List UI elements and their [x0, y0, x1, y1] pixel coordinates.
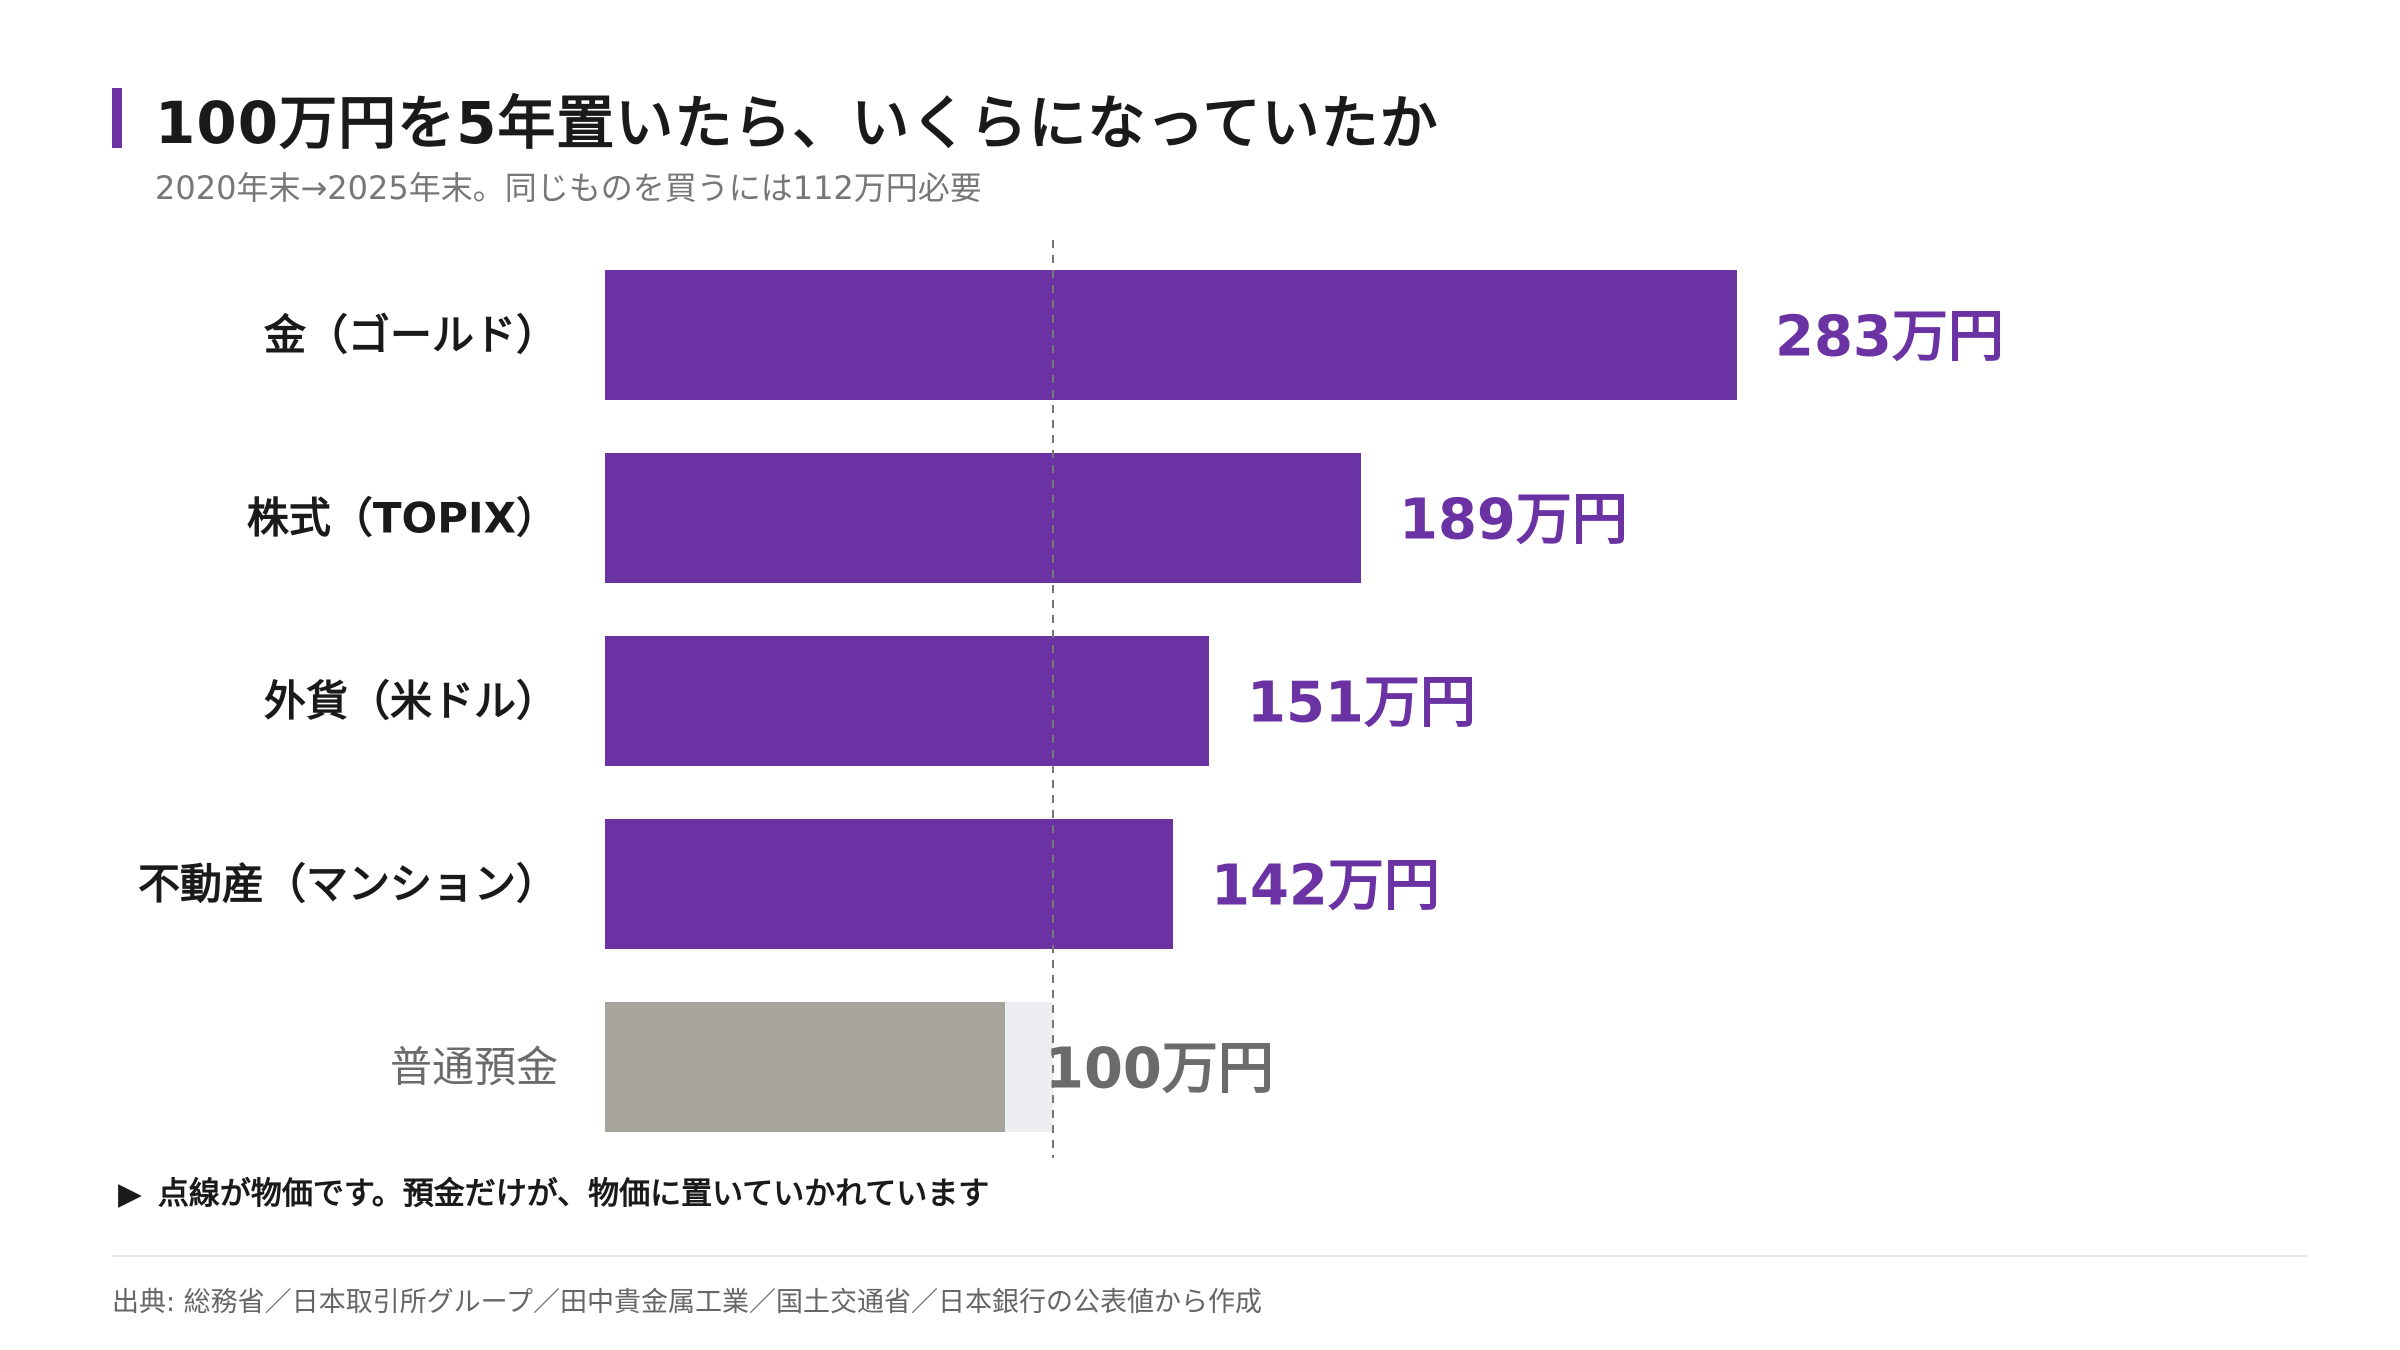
- bar: [605, 453, 1361, 583]
- category-label: 外貨（米ドル）: [264, 677, 558, 726]
- bar: [605, 1002, 1005, 1132]
- source-note: 出典: 総務省／日本取引所グループ／田中貴金属工業／国土交通省／日本銀行の公表値…: [112, 1287, 1263, 1318]
- category-label: 株式（TOPIX）: [247, 494, 558, 543]
- category-label: 不動産（マンション）: [138, 860, 558, 909]
- divider: [112, 1255, 2307, 1257]
- bar: [605, 819, 1173, 949]
- value-label: 151万円: [1247, 671, 1476, 736]
- category-label: 普通預金: [390, 1043, 558, 1092]
- chart-note: ▶ 点線が物価です。預金だけが、物価に置いていかれています: [118, 1168, 989, 1213]
- value-label: 142万円: [1211, 854, 1440, 919]
- title-accent-bar: [112, 88, 122, 148]
- bars-layer: [605, 270, 1737, 1132]
- triangle-right-icon: ▶: [118, 1176, 142, 1212]
- bar: [605, 270, 1737, 400]
- category-label: 金（ゴールド）: [263, 311, 558, 360]
- chart-subtitle: 2020年末→2025年末。同じものを買うには112万円必要: [155, 169, 982, 207]
- chart-title: 100万円を5年置いたら、いくらになっていたか: [155, 89, 1439, 157]
- chart-note-text: 点線が物価です。預金だけが、物価に置いていかれています: [157, 1176, 990, 1212]
- value-label: 100万円: [1045, 1037, 1274, 1102]
- value-label: 283万円: [1775, 305, 2004, 370]
- value-label: 189万円: [1399, 488, 1628, 553]
- bar: [605, 636, 1209, 766]
- deposit-shortfall-gap: [1005, 1002, 1053, 1132]
